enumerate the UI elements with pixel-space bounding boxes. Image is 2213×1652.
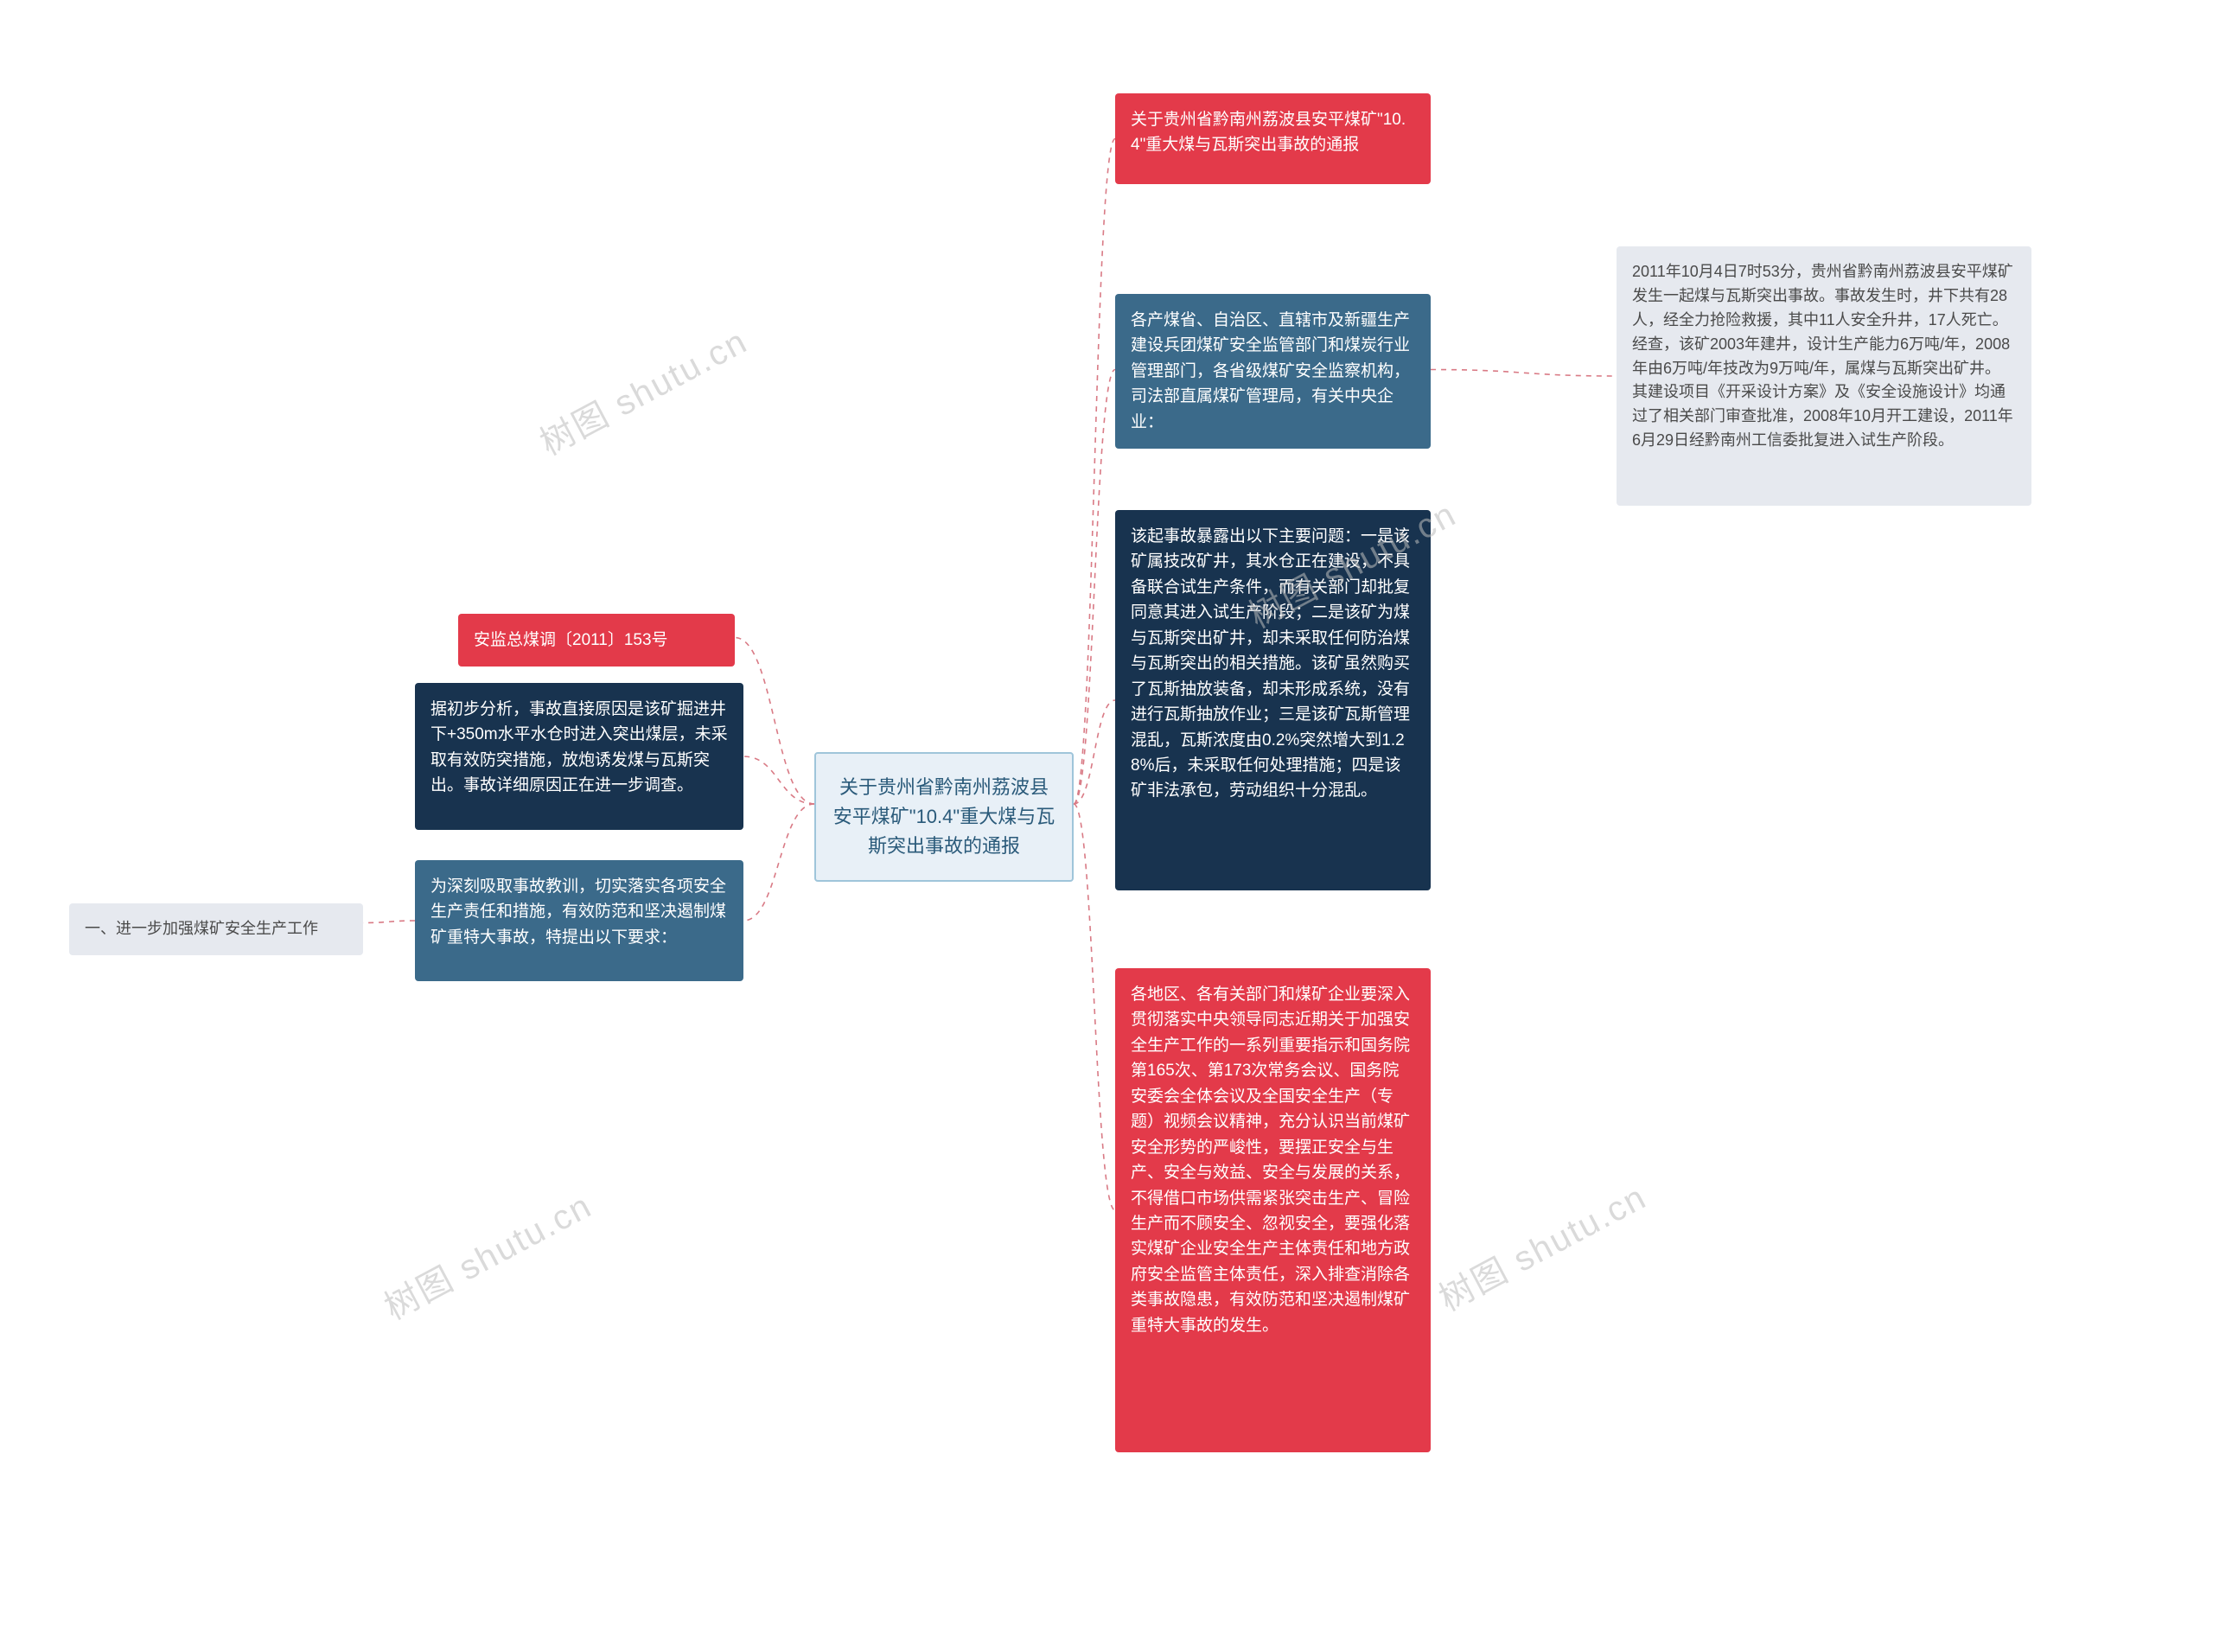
node-right1-text: 关于贵州省黔南州荔波县安平煤矿"10.4"重大煤与瓦斯突出事故的通报 (1131, 111, 1406, 154)
watermark: 树图 shutu.cn (530, 314, 756, 465)
node-right3-text: 该起事故暴露出以下主要问题：一是该矿属技改矿井，其水仓正在建设，不具备联合试生产… (1131, 527, 1410, 800)
node-left1[interactable]: 安监总煤调〔2011〕153号 (458, 614, 735, 667)
root-node[interactable]: 关于贵州省黔南州荔波县安平煤矿"10.4"重大煤与瓦斯突出事故的通报 (814, 752, 1074, 882)
node-right2-text: 各产煤省、自治区、直辖市及新疆生产建设兵团煤矿安全监管部门和煤炭行业管理部门，各… (1131, 311, 1410, 431)
node-left3[interactable]: 为深刻吸取事故教训，切实落实各项安全生产责任和措施，有效防范和坚决遏制煤矿重特大… (415, 860, 743, 981)
node-right2[interactable]: 各产煤省、自治区、直辖市及新疆生产建设兵团煤矿安全监管部门和煤炭行业管理部门，各… (1115, 294, 1431, 449)
node-left1-text: 安监总煤调〔2011〕153号 (474, 631, 668, 649)
node-right3[interactable]: 该起事故暴露出以下主要问题：一是该矿属技改矿井，其水仓正在建设，不具备联合试生产… (1115, 510, 1431, 890)
node-right2-1[interactable]: 2011年10月4日7时53分，贵州省黔南州荔波县安平煤矿发生一起煤与瓦斯突出事… (1617, 246, 2031, 506)
node-left3-1[interactable]: 一、进一步加强煤矿安全生产工作 (69, 903, 363, 955)
node-right4-text: 各地区、各有关部门和煤矿企业要深入贯彻落实中央领导同志近期关于加强安全生产工作的… (1131, 985, 1410, 1335)
node-left3-text: 为深刻吸取事故教训，切实落实各项安全生产责任和措施，有效防范和坚决遏制煤矿重特大… (430, 877, 726, 947)
node-right4[interactable]: 各地区、各有关部门和煤矿企业要深入贯彻落实中央领导同志近期关于加强安全生产工作的… (1115, 968, 1431, 1452)
node-left2-text: 据初步分析，事故直接原因是该矿掘进井下+350m水平水仓时进入突出煤层，未采取有… (430, 700, 728, 794)
node-right2-1-text: 2011年10月4日7时53分，贵州省黔南州荔波县安平煤矿发生一起煤与瓦斯突出事… (1632, 263, 2013, 449)
watermark: 树图 shutu.cn (1429, 1170, 1655, 1321)
mindmap-canvas: { "canvas": { "width": 2560, "height": 1… (0, 0, 2213, 1652)
node-right1[interactable]: 关于贵州省黔南州荔波县安平煤矿"10.4"重大煤与瓦斯突出事故的通报 (1115, 93, 1431, 184)
root-node-text: 关于贵州省黔南州荔波县安平煤矿"10.4"重大煤与瓦斯突出事故的通报 (833, 776, 1055, 857)
node-left2[interactable]: 据初步分析，事故直接原因是该矿掘进井下+350m水平水仓时进入突出煤层，未采取有… (415, 683, 743, 830)
watermark: 树图 shutu.cn (374, 1178, 600, 1330)
node-left3-1-text: 一、进一步加强煤矿安全生产工作 (85, 920, 318, 937)
